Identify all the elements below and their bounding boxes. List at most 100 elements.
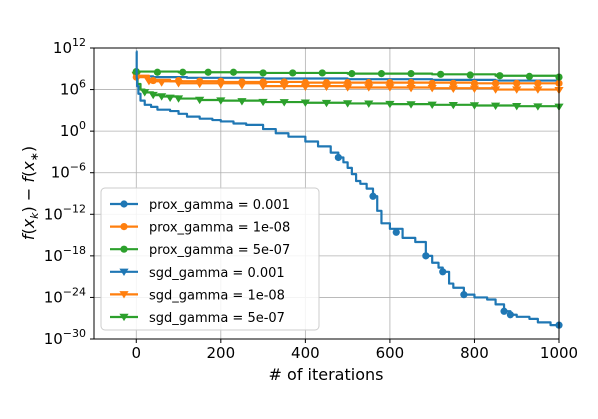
data-point — [259, 78, 267, 86]
legend-swatch-marker — [119, 291, 129, 299]
x-tick-label: 0 — [131, 344, 141, 362]
legend-entry: prox_gamma = 0.001 — [110, 198, 290, 213]
data-point — [343, 84, 353, 92]
data-point — [174, 76, 183, 85]
legend-entry: sgd_gamma = 1e-08 — [110, 288, 285, 303]
y-axis: 1012 106 100 10−6 10−12 10−18 10−24 10−30 — [44, 36, 94, 348]
data-point — [439, 268, 447, 276]
y-axis-label: f(xk) − f(x∗) — [19, 146, 41, 240]
data-point — [469, 102, 480, 110]
data-point — [343, 100, 353, 108]
data-point — [365, 79, 373, 87]
data-point — [496, 72, 504, 80]
data-point — [149, 76, 157, 85]
data-point — [148, 91, 158, 100]
series-line — [136, 70, 561, 78]
data-point — [448, 101, 458, 110]
data-point — [533, 103, 543, 111]
legend-label: prox_gamma = 1e-08 — [149, 221, 290, 236]
data-point — [300, 83, 310, 91]
data-point — [469, 85, 480, 94]
data-point — [448, 85, 458, 94]
legend-label: sgd_gamma = 1e-08 — [149, 288, 285, 303]
data-point — [300, 99, 310, 107]
data-point — [334, 153, 342, 162]
data-point — [437, 70, 445, 78]
y-tick-label: 10−24 — [44, 285, 86, 306]
data-point — [406, 84, 416, 93]
data-point — [512, 86, 522, 94]
data-point — [392, 228, 400, 236]
data-point — [428, 79, 436, 87]
data-point — [506, 311, 514, 319]
legend-label: prox_gamma = 5e-07 — [149, 243, 290, 258]
data-point — [217, 77, 225, 85]
y-tick-label: 1012 — [53, 36, 86, 57]
legend-entry: sgd_gamma = 0.001 — [110, 266, 285, 281]
data-point — [157, 79, 167, 87]
series-0 — [135, 50, 563, 329]
data-point — [500, 307, 508, 315]
data-point — [525, 72, 534, 81]
data-point — [422, 252, 430, 260]
series-line — [135, 50, 559, 327]
data-point — [216, 97, 226, 105]
data-point — [407, 70, 415, 78]
legend: prox_gamma = 0.001 prox_gamma = 1e-08 prox… — [100, 187, 320, 331]
legend-swatch-marker — [119, 268, 129, 276]
data-point — [140, 89, 150, 97]
x-axis-label: # of iterations — [269, 365, 384, 384]
data-point — [449, 79, 457, 87]
y-tick-label: 10−6 — [51, 161, 86, 182]
data-point — [385, 100, 395, 109]
data-point — [204, 68, 212, 76]
legend-swatch-marker — [120, 245, 128, 253]
data-point — [364, 84, 374, 92]
y-tick-label: 10−30 — [44, 327, 86, 348]
data-point — [377, 70, 386, 78]
data-point — [407, 79, 415, 87]
y-tick-label: 106 — [60, 78, 86, 99]
x-tick-label: 400 — [291, 344, 320, 362]
data-point — [490, 102, 501, 110]
data-point — [280, 78, 288, 86]
data-point — [344, 79, 352, 87]
legend-swatch-marker — [120, 200, 128, 208]
legend-entry: prox_gamma = 5e-07 — [110, 243, 290, 258]
plot-frame — [93, 47, 560, 340]
y-tick-label: 10−12 — [44, 202, 86, 223]
data-point — [173, 95, 184, 103]
data-point — [279, 99, 289, 107]
data-point — [322, 79, 331, 87]
x-tick-label: 600 — [376, 344, 405, 362]
data-point — [460, 291, 468, 299]
legend-label: sgd_gamma = 0.001 — [149, 266, 285, 281]
data-point — [157, 93, 167, 101]
data-point — [229, 68, 238, 76]
x-tick-label: 1000 — [540, 344, 578, 362]
data-point — [513, 79, 521, 87]
data-point — [238, 78, 246, 86]
series-layer — [131, 50, 564, 329]
legend-swatch-marker — [119, 313, 129, 322]
data-point — [512, 102, 522, 111]
data-point — [318, 69, 326, 77]
legend-entry: prox_gamma = 1e-08 — [110, 221, 290, 236]
data-point — [466, 71, 474, 79]
legend-box — [100, 187, 320, 331]
series-5 — [131, 71, 564, 112]
data-point — [289, 69, 297, 77]
legend-label: sgd_gamma = 5e-07 — [149, 311, 285, 326]
data-point — [364, 100, 374, 108]
data-point — [470, 79, 479, 87]
legend-swatch-marker — [120, 223, 128, 231]
data-point — [165, 94, 175, 103]
data-point — [491, 79, 500, 87]
data-point — [406, 101, 416, 109]
data-point — [259, 69, 267, 77]
data-point — [258, 98, 268, 107]
data-point — [385, 84, 395, 92]
data-point — [533, 86, 543, 94]
data-point — [427, 101, 437, 109]
